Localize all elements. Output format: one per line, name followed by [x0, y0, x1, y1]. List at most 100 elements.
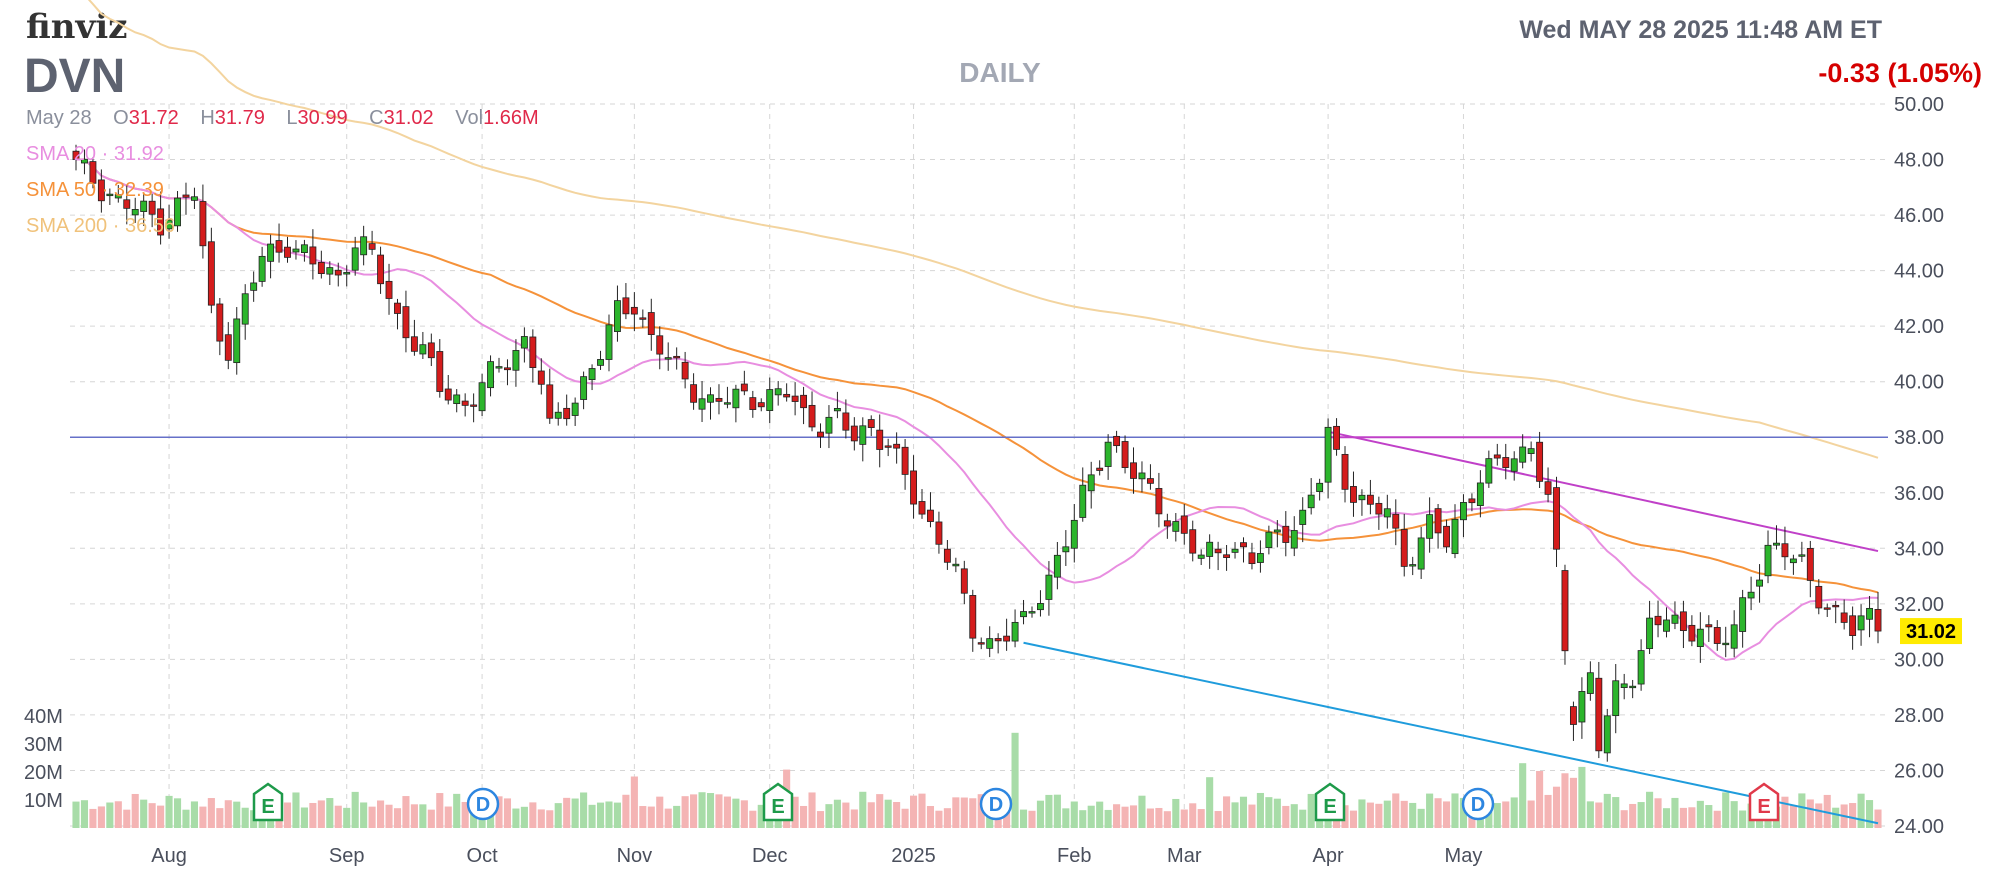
volume-bar — [1079, 810, 1087, 828]
candle-body-down — [1553, 487, 1560, 550]
trend-lines[interactable] — [70, 430, 1888, 825]
volume-bar — [749, 810, 757, 828]
volume-bar — [1197, 809, 1205, 828]
candle — [292, 240, 300, 260]
candle — [952, 557, 960, 573]
moving-averages — [75, 0, 1879, 662]
candle-body-up — [131, 209, 139, 216]
candle-body-down — [791, 395, 799, 402]
candle — [749, 390, 757, 418]
candle-body-down — [808, 404, 816, 428]
candle — [309, 229, 317, 280]
lower-trendline — [1023, 641, 1879, 825]
volume-bar — [80, 800, 89, 828]
candle-body-up — [300, 244, 308, 254]
volume-bar — [461, 801, 469, 828]
volume-bar — [630, 776, 638, 828]
candle-body-up — [605, 324, 613, 360]
volume-bar — [867, 802, 875, 828]
candle — [89, 157, 97, 189]
volume-bar — [360, 802, 368, 828]
candle — [969, 589, 977, 652]
candle-body-up — [1231, 548, 1239, 553]
volume-bar — [1256, 792, 1264, 828]
candle-body-up — [1663, 619, 1670, 632]
volume-bar — [1552, 786, 1561, 828]
volume-bar — [419, 804, 427, 828]
volume-bar — [317, 800, 325, 828]
candle-body-down — [148, 200, 156, 215]
candle-body-up — [766, 389, 774, 411]
date-tick-label: Apr — [1313, 845, 1344, 867]
date-tick-label: 2025 — [891, 845, 936, 867]
candle-body-down — [876, 429, 884, 450]
candle — [1451, 504, 1459, 559]
volume-bar — [639, 806, 647, 828]
volume-tick-label: 30M — [24, 734, 63, 756]
candle — [1866, 595, 1873, 638]
candle-body-up — [1197, 554, 1205, 559]
candle-body-up — [1586, 672, 1594, 694]
earnings-marker: E — [1748, 782, 1780, 822]
candle — [783, 383, 791, 402]
timeframe-label[interactable]: DAILY — [959, 57, 1041, 88]
candlesticks[interactable] — [72, 144, 1882, 762]
candle — [1037, 590, 1044, 617]
candle-body-down — [1130, 462, 1137, 479]
volume-bar — [157, 805, 165, 828]
volume-bar — [503, 798, 512, 828]
volume-bar — [1510, 797, 1518, 828]
candle-body-down — [884, 445, 892, 448]
volume-bar — [1307, 793, 1315, 828]
candle-body-up — [1789, 558, 1797, 564]
candle-body-down — [377, 254, 385, 285]
price-tick-label: 30.00 — [1894, 649, 1944, 671]
candle — [757, 398, 765, 412]
volume-bar — [732, 798, 740, 828]
price-tick-label: 40.00 — [1894, 372, 1944, 394]
candle — [1231, 542, 1239, 559]
volume-bar — [876, 794, 884, 828]
finviz-logo[interactable]: finviz — [26, 7, 127, 47]
candle — [867, 415, 875, 437]
candle — [977, 637, 985, 650]
candle-body-down — [639, 317, 647, 320]
candle-body-down — [1248, 552, 1256, 565]
candle-body-up — [343, 272, 351, 275]
candle-body-up — [1510, 458, 1518, 472]
volume-bar — [453, 793, 461, 828]
volume-bar — [1578, 766, 1586, 828]
volume-bar — [351, 791, 359, 828]
candle-body-up — [1764, 544, 1772, 577]
candle — [588, 364, 596, 391]
candle — [1476, 470, 1484, 518]
last-price-tag: 31.02 — [1900, 618, 1962, 645]
candle — [1366, 479, 1374, 515]
candle-body-up — [1773, 542, 1780, 546]
candle-body-up — [1206, 541, 1214, 557]
candle-body-down — [749, 397, 757, 410]
candle — [1375, 496, 1383, 530]
candle-body-up — [1256, 553, 1264, 563]
candle — [1578, 677, 1586, 739]
volume-bar — [1544, 794, 1552, 828]
candle — [1493, 443, 1501, 466]
volume-bar — [1806, 799, 1814, 828]
candle-body-down — [1113, 435, 1121, 447]
volume-bar — [1612, 797, 1620, 828]
candle-body-down — [1155, 488, 1163, 515]
volume-bar — [588, 804, 596, 828]
volume-bar — [393, 808, 402, 828]
ohlc-date: May 28 — [26, 107, 92, 129]
candle — [884, 438, 892, 457]
price-tick-label: 32.00 — [1894, 594, 1944, 616]
candle — [859, 417, 867, 462]
candle — [461, 393, 469, 417]
volume-bar — [1003, 807, 1011, 828]
volume-bar — [140, 799, 148, 828]
volume-bar — [901, 808, 909, 828]
candle-body-down — [850, 425, 858, 442]
volume-bar — [1849, 803, 1857, 828]
